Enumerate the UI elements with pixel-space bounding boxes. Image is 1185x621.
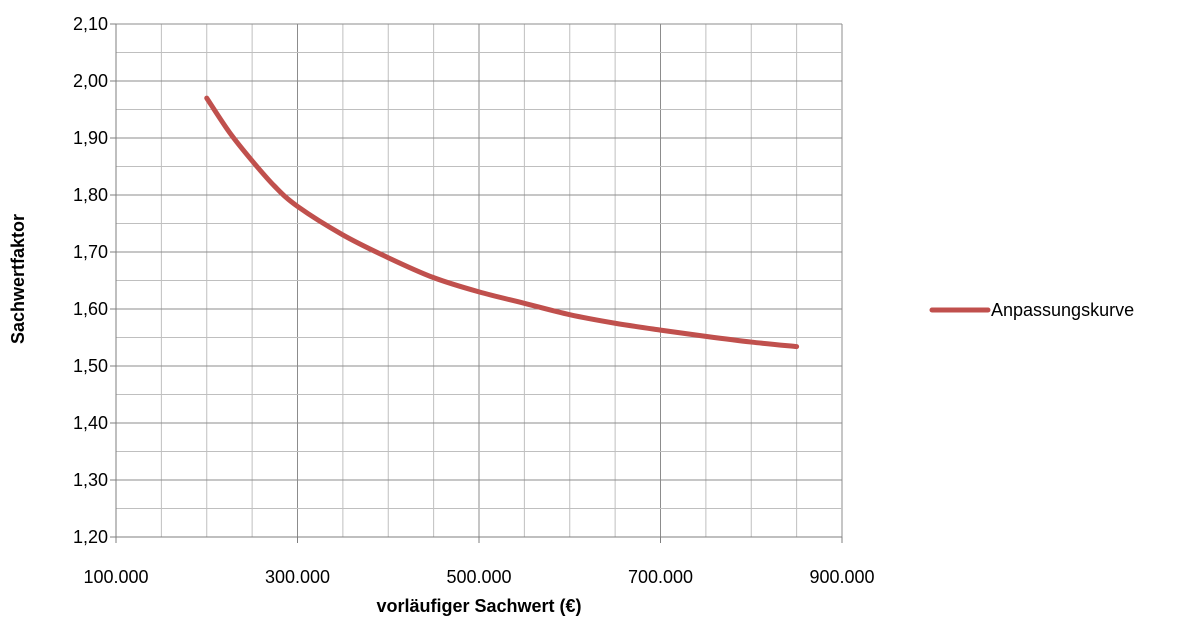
y-tick-label: 1,80 bbox=[73, 185, 108, 205]
chart-legend: Anpassungskurve bbox=[929, 300, 1134, 320]
y-tick-label: 1,90 bbox=[73, 128, 108, 148]
x-tick-label: 500.000 bbox=[446, 567, 511, 587]
y-tick-label: 2,10 bbox=[73, 14, 108, 34]
y-tick-label: 1,60 bbox=[73, 299, 108, 319]
legend-label: Anpassungskurve bbox=[991, 300, 1134, 320]
chart-axes bbox=[110, 23, 843, 543]
y-tick-label: 1,20 bbox=[73, 527, 108, 547]
chart-tick-labels: 1,20 1,30 1,40 1,50 1,60 1,70 1,80 1,90 2,00 2,10… bbox=[73, 14, 875, 587]
x-tick-label: 300.000 bbox=[265, 567, 330, 587]
y-tick-label: 1,30 bbox=[73, 470, 108, 490]
y-tick-label: 1,40 bbox=[73, 413, 108, 433]
chart-grid bbox=[116, 23, 843, 537]
y-axis-title: Sachwertfaktor bbox=[8, 214, 28, 344]
x-axis-title: vorläufiger Sachwert (€) bbox=[376, 596, 581, 616]
y-tick-label: 2,00 bbox=[73, 71, 108, 91]
y-tick-label: 1,70 bbox=[73, 242, 108, 262]
x-tick-label: 700.000 bbox=[628, 567, 693, 587]
y-tick-label: 1,50 bbox=[73, 356, 108, 376]
x-tick-label: 100.000 bbox=[83, 567, 148, 587]
chart-series bbox=[204, 95, 800, 350]
series-line-anpassungskurve bbox=[204, 95, 800, 350]
x-tick-label: 900.000 bbox=[809, 567, 874, 587]
